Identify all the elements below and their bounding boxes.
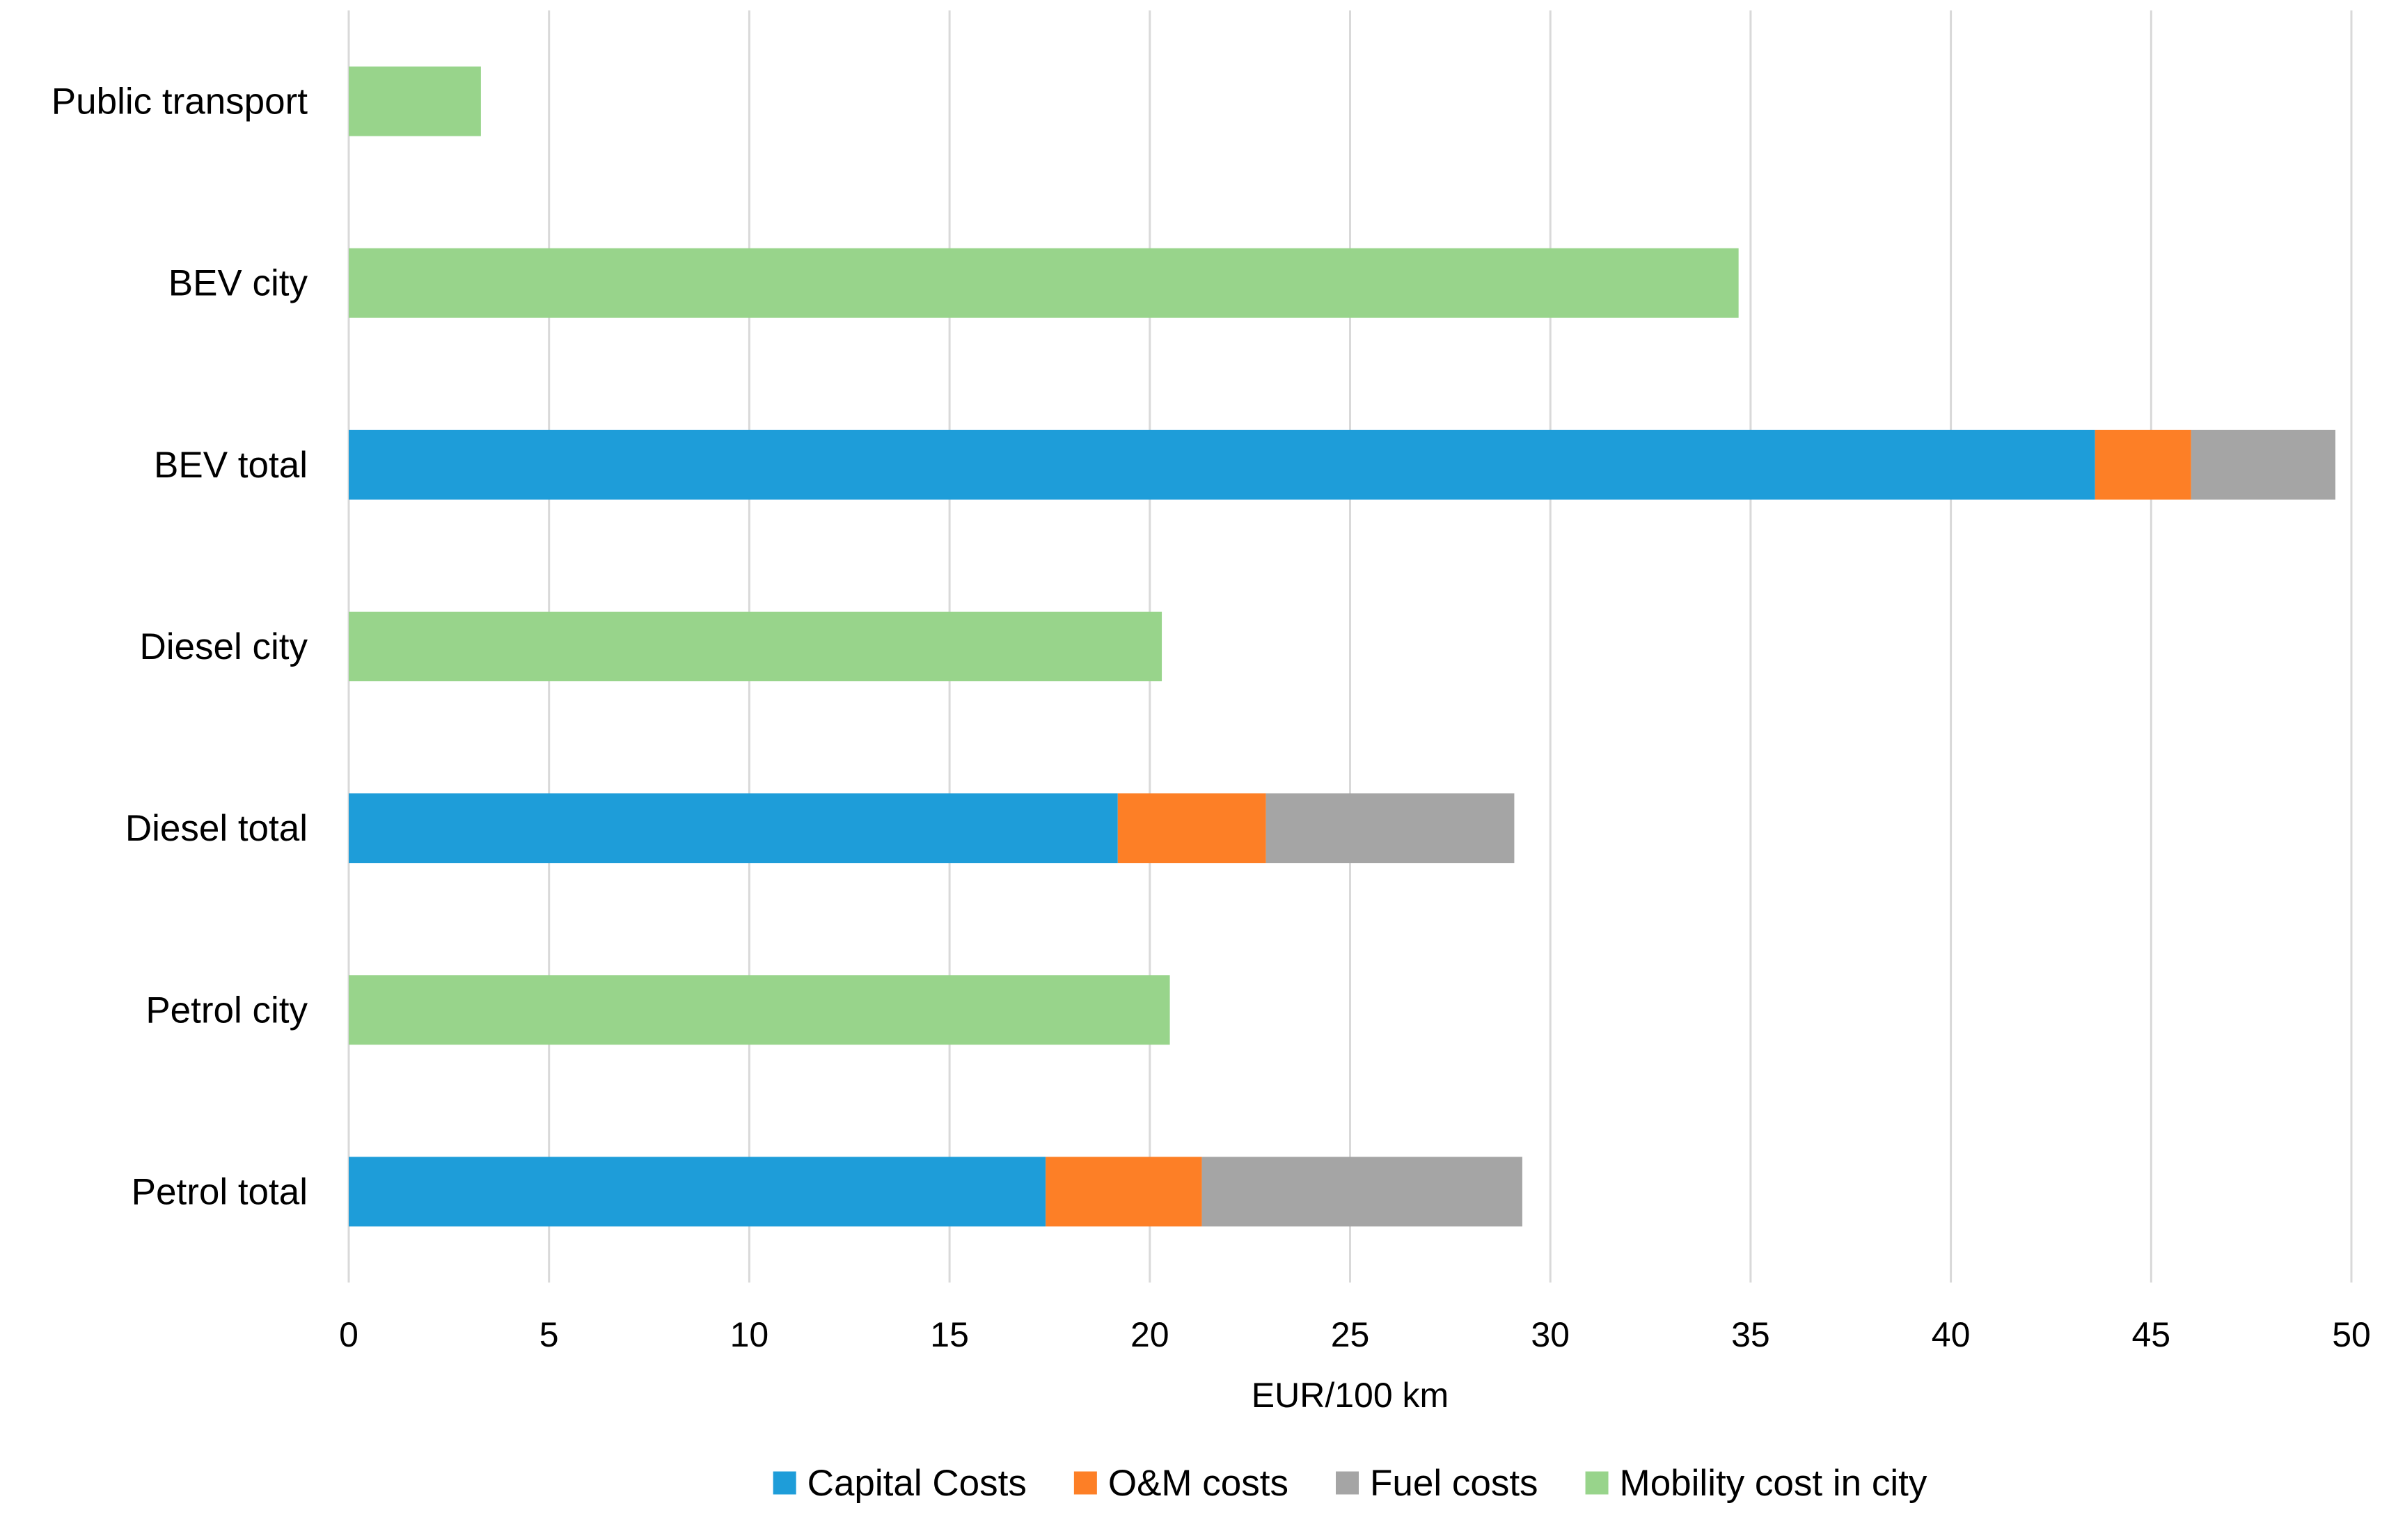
bar-segment-o-m-costs: [1046, 1157, 1202, 1227]
bar-segment-mobility-cost-in-city: [349, 248, 1739, 318]
category-label: Diesel city: [139, 626, 308, 667]
legend: Capital Costs O&M costs Fuel costs Mobility…: [773, 1463, 1927, 1504]
bar-segment-mobility-cost-in-city: [349, 975, 1170, 1045]
x-tick-label: 5: [539, 1315, 559, 1354]
legend-item: Fuel costs: [1336, 1463, 1538, 1504]
x-tick-label: 40: [1932, 1315, 1971, 1354]
bar-segment-fuel-costs: [2191, 429, 2335, 500]
bar-segment-capital-costs: [349, 429, 2095, 500]
bars: [349, 66, 2335, 1227]
legend-label: Mobility cost in city: [1620, 1463, 1927, 1504]
x-tick-label: 20: [1130, 1315, 1169, 1354]
x-tick-label: 25: [1331, 1315, 1370, 1354]
category-label: Public transport: [52, 81, 308, 122]
bar-segment-fuel-costs: [1201, 1157, 1522, 1227]
x-tick-label: 35: [1731, 1315, 1770, 1354]
x-tick-label: 45: [2131, 1315, 2170, 1354]
axes: 0 5 10 15 20 25 30 35 40 45 50 EUR/100 km Public tra…: [52, 81, 2371, 1415]
legend-swatch: [773, 1471, 796, 1495]
category-label: BEV total: [154, 445, 308, 486]
bar-segment-capital-costs: [349, 793, 1118, 864]
bar-segment-mobility-cost-in-city: [349, 612, 1162, 681]
bar-segment-o-m-costs: [1117, 793, 1266, 864]
x-tick-label: 15: [930, 1315, 969, 1354]
category-label: Diesel total: [125, 808, 308, 849]
x-tick-label: 10: [730, 1315, 769, 1354]
legend-item: Mobility cost in city: [1585, 1463, 1927, 1504]
legend-swatch: [1073, 1471, 1097, 1495]
legend-item: Capital Costs: [773, 1463, 1027, 1504]
legend-item: O&M costs: [1073, 1463, 1288, 1504]
category-label: BEV city: [168, 263, 308, 304]
legend-label: Capital Costs: [807, 1463, 1027, 1504]
bar-segment-fuel-costs: [1265, 793, 1515, 864]
bar-segment-o-m-costs: [2095, 429, 2191, 500]
legend-label: O&M costs: [1108, 1463, 1288, 1504]
x-tick-label: 0: [339, 1315, 358, 1354]
legend-label: Fuel costs: [1370, 1463, 1538, 1504]
category-label: Petrol city: [145, 990, 308, 1031]
x-tick-label: 50: [2332, 1315, 2371, 1354]
bar-segment-mobility-cost-in-city: [349, 66, 481, 136]
legend-swatch: [1336, 1471, 1359, 1495]
bar-segment-capital-costs: [349, 1157, 1046, 1227]
legend-swatch: [1585, 1471, 1609, 1495]
category-label: Petrol total: [132, 1171, 308, 1212]
x-axis-title: EUR/100 km: [1252, 1376, 1449, 1415]
x-tick-label: 30: [1531, 1315, 1570, 1354]
